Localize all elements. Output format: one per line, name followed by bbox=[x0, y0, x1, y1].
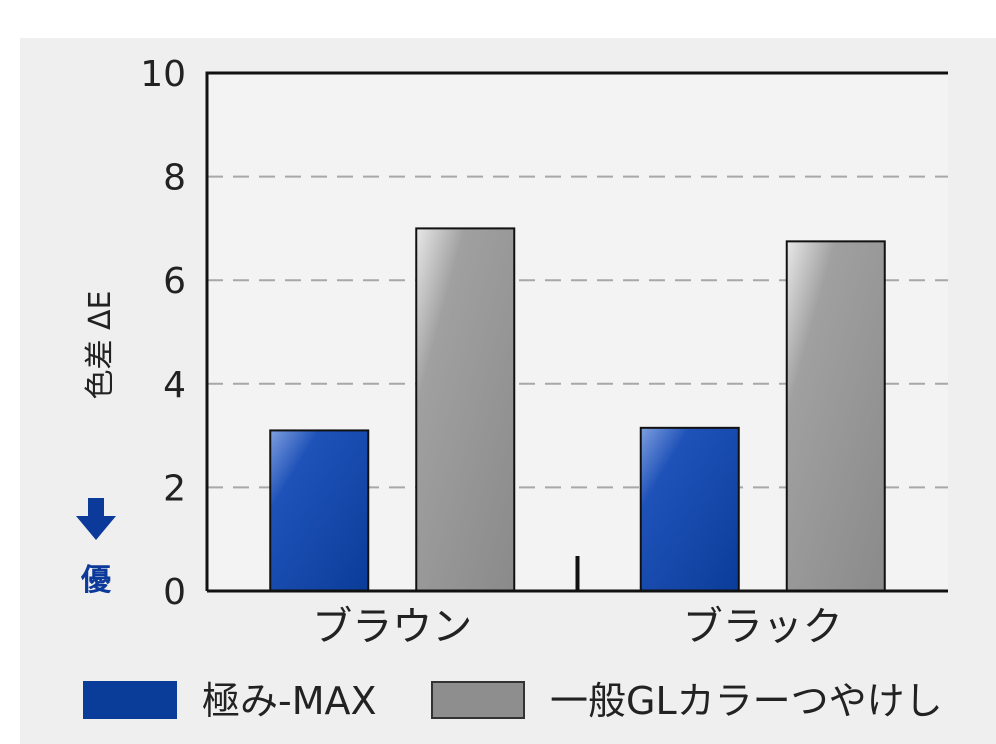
y-tick-label: 0 bbox=[163, 572, 186, 613]
x-category-label: ブラック bbox=[683, 604, 843, 650]
y-tick-label: 4 bbox=[163, 365, 186, 406]
arrow-down-icon bbox=[76, 498, 116, 540]
y-axis-ticks: 0 2 4 6 8 10 bbox=[140, 54, 186, 613]
bar-kiwami-max-2 bbox=[639, 426, 740, 592]
bars bbox=[269, 227, 886, 593]
y-axis-label: 色差 ΔE bbox=[83, 290, 118, 399]
y-tick-label: 10 bbox=[140, 54, 186, 95]
legend: 極み-MAX 一般GLカラーつやけし bbox=[83, 679, 943, 723]
plot-border bbox=[205, 71, 948, 591]
legend-label: 一般GLカラーつやけし bbox=[550, 679, 943, 723]
bar-kiwami-max-1 bbox=[269, 429, 370, 593]
x-category-label: ブラウン bbox=[312, 604, 472, 650]
legend-swatch bbox=[83, 681, 177, 719]
y-tick-label: 2 bbox=[163, 468, 186, 509]
y-axis-label-group: 色差 ΔE 優 bbox=[76, 290, 118, 598]
x-axis-categories: ブラウン ブラック bbox=[312, 604, 843, 650]
y-tick-label: 8 bbox=[163, 158, 186, 199]
bar-general-gl-1 bbox=[415, 227, 516, 592]
y-axis-hint: 優 bbox=[80, 563, 112, 598]
legend-swatch bbox=[431, 681, 525, 719]
y-tick-label: 6 bbox=[163, 261, 186, 302]
bar-general-gl-2 bbox=[785, 240, 886, 592]
plot-frame bbox=[205, 71, 948, 593]
legend-label: 極み-MAX bbox=[202, 679, 377, 723]
